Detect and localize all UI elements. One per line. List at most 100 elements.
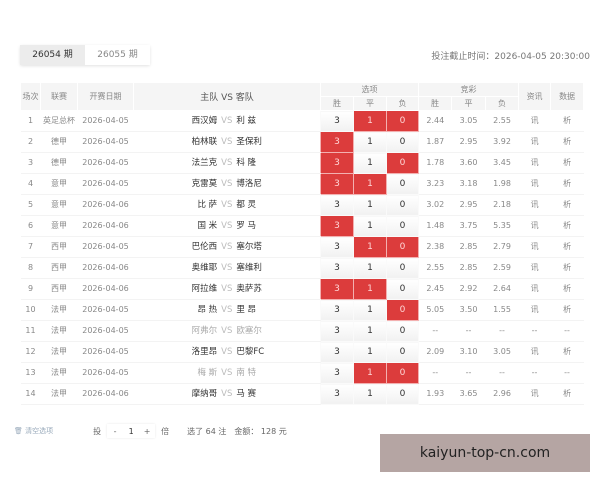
- option-lose[interactable]: 0: [385, 110, 420, 132]
- data-link[interactable]: 析: [550, 110, 584, 132]
- option-lose[interactable]: 0: [385, 299, 420, 321]
- data-link[interactable]: 析: [550, 383, 584, 405]
- data-link[interactable]: --: [550, 362, 584, 384]
- option-lose[interactable]: 0: [385, 362, 420, 384]
- away-team: 都 灵: [236, 199, 257, 210]
- option-draw[interactable]: 1: [353, 299, 387, 321]
- tab-26055[interactable]: 26055 期: [85, 45, 150, 65]
- info-link[interactable]: 讯: [518, 257, 551, 279]
- header-date: 开赛日期: [77, 82, 134, 111]
- minus-button[interactable]: -: [113, 426, 117, 436]
- tab-26054[interactable]: 26054 期: [20, 45, 85, 65]
- option-draw[interactable]: 1: [353, 257, 387, 279]
- match-teams: 奥维耶 VS 塞维利: [133, 257, 321, 279]
- option-draw[interactable]: 1: [353, 215, 387, 237]
- table-row: 6 意甲 2026-04-06 国 米 VS 罗 马 3 1 0 1.48 3.75 5.35 讯析: [20, 215, 584, 237]
- option-win[interactable]: 3: [320, 278, 354, 300]
- odds-win: 3.23: [418, 173, 452, 195]
- info-link[interactable]: 讯: [518, 383, 551, 405]
- option-lose[interactable]: 0: [385, 341, 420, 363]
- table-row: 14 法甲 2026-04-06 摩纳哥 VS 马 赛 3 1 0 1.93 3.65 2.96 讯析: [20, 383, 584, 405]
- header-opt-draw: 平: [353, 96, 387, 111]
- option-win[interactable]: 3: [320, 152, 354, 174]
- data-link[interactable]: 析: [550, 152, 584, 174]
- odds-draw: --: [451, 320, 486, 342]
- info-link[interactable]: 讯: [518, 194, 551, 216]
- option-win[interactable]: 3: [320, 215, 354, 237]
- option-win[interactable]: 3: [320, 236, 354, 258]
- option-draw[interactable]: 1: [353, 152, 387, 174]
- away-team: 南 特: [236, 367, 257, 378]
- away-team: 利 兹: [236, 115, 257, 126]
- info-link[interactable]: --: [518, 320, 551, 342]
- option-win[interactable]: 3: [320, 194, 354, 216]
- option-win[interactable]: 3: [320, 341, 354, 363]
- odds-lose: 1.98: [485, 173, 519, 195]
- plus-button[interactable]: +: [143, 426, 151, 436]
- data-link[interactable]: 析: [550, 299, 584, 321]
- option-draw[interactable]: 1: [353, 110, 387, 132]
- option-draw[interactable]: 1: [353, 131, 387, 153]
- option-lose[interactable]: 0: [385, 383, 420, 405]
- option-lose[interactable]: 0: [385, 257, 420, 279]
- option-draw[interactable]: 1: [353, 362, 387, 384]
- odds-lose: 3.05: [485, 341, 519, 363]
- info-link[interactable]: 讯: [518, 131, 551, 153]
- match-date: 2026-04-05: [77, 110, 134, 132]
- option-win[interactable]: 3: [320, 110, 354, 132]
- option-draw[interactable]: 1: [353, 236, 387, 258]
- data-link[interactable]: 析: [550, 257, 584, 279]
- option-draw[interactable]: 1: [353, 320, 387, 342]
- match-teams: 法兰克 VS 科 隆: [133, 152, 321, 174]
- option-draw[interactable]: 1: [353, 278, 387, 300]
- multiplier-stepper[interactable]: - 1 +: [107, 424, 155, 438]
- info-link[interactable]: 讯: [518, 215, 551, 237]
- data-link[interactable]: 析: [550, 173, 584, 195]
- option-win[interactable]: 3: [320, 131, 354, 153]
- option-lose[interactable]: 0: [385, 278, 420, 300]
- option-lose[interactable]: 0: [385, 215, 420, 237]
- option-draw[interactable]: 1: [353, 173, 387, 195]
- option-lose[interactable]: 0: [385, 194, 420, 216]
- match-no: 5: [20, 194, 41, 216]
- info-link[interactable]: 讯: [518, 152, 551, 174]
- home-team: 巴伦西: [191, 241, 218, 252]
- option-draw[interactable]: 1: [353, 383, 387, 405]
- option-lose[interactable]: 0: [385, 236, 420, 258]
- info-link[interactable]: 讯: [518, 341, 551, 363]
- option-win[interactable]: 3: [320, 362, 354, 384]
- info-link[interactable]: --: [518, 362, 551, 384]
- odds-lose: 5.35: [485, 215, 519, 237]
- option-win[interactable]: 3: [320, 320, 354, 342]
- option-draw[interactable]: 1: [353, 194, 387, 216]
- option-win[interactable]: 3: [320, 257, 354, 279]
- option-lose[interactable]: 0: [385, 173, 420, 195]
- odds-win: 5.05: [418, 299, 452, 321]
- option-lose[interactable]: 0: [385, 152, 420, 174]
- data-link[interactable]: 析: [550, 131, 584, 153]
- option-draw[interactable]: 1: [353, 341, 387, 363]
- data-link[interactable]: 析: [550, 194, 584, 216]
- info-link[interactable]: 讯: [518, 110, 551, 132]
- info-link[interactable]: 讯: [518, 278, 551, 300]
- option-lose[interactable]: 0: [385, 320, 420, 342]
- option-win[interactable]: 3: [320, 173, 354, 195]
- clear-options-button[interactable]: 🗑 清空选项: [14, 427, 54, 435]
- info-link[interactable]: 讯: [518, 236, 551, 258]
- home-team: 阿弗尔: [191, 325, 218, 336]
- info-link[interactable]: 讯: [518, 173, 551, 195]
- data-link[interactable]: 析: [550, 236, 584, 258]
- info-link[interactable]: 讯: [518, 299, 551, 321]
- data-link[interactable]: --: [550, 320, 584, 342]
- multiplier-input[interactable]: 1: [128, 426, 134, 436]
- match-date: 2026-04-06: [77, 278, 134, 300]
- option-win[interactable]: 3: [320, 299, 354, 321]
- match-teams: 梅 斯 VS 南 特: [133, 362, 321, 384]
- match-teams: 西汉姆 VS 利 兹: [133, 110, 321, 132]
- data-link[interactable]: 析: [550, 341, 584, 363]
- data-link[interactable]: 析: [550, 215, 584, 237]
- option-lose[interactable]: 0: [385, 131, 420, 153]
- match-date: 2026-04-06: [77, 215, 134, 237]
- data-link[interactable]: 析: [550, 278, 584, 300]
- option-win[interactable]: 3: [320, 383, 354, 405]
